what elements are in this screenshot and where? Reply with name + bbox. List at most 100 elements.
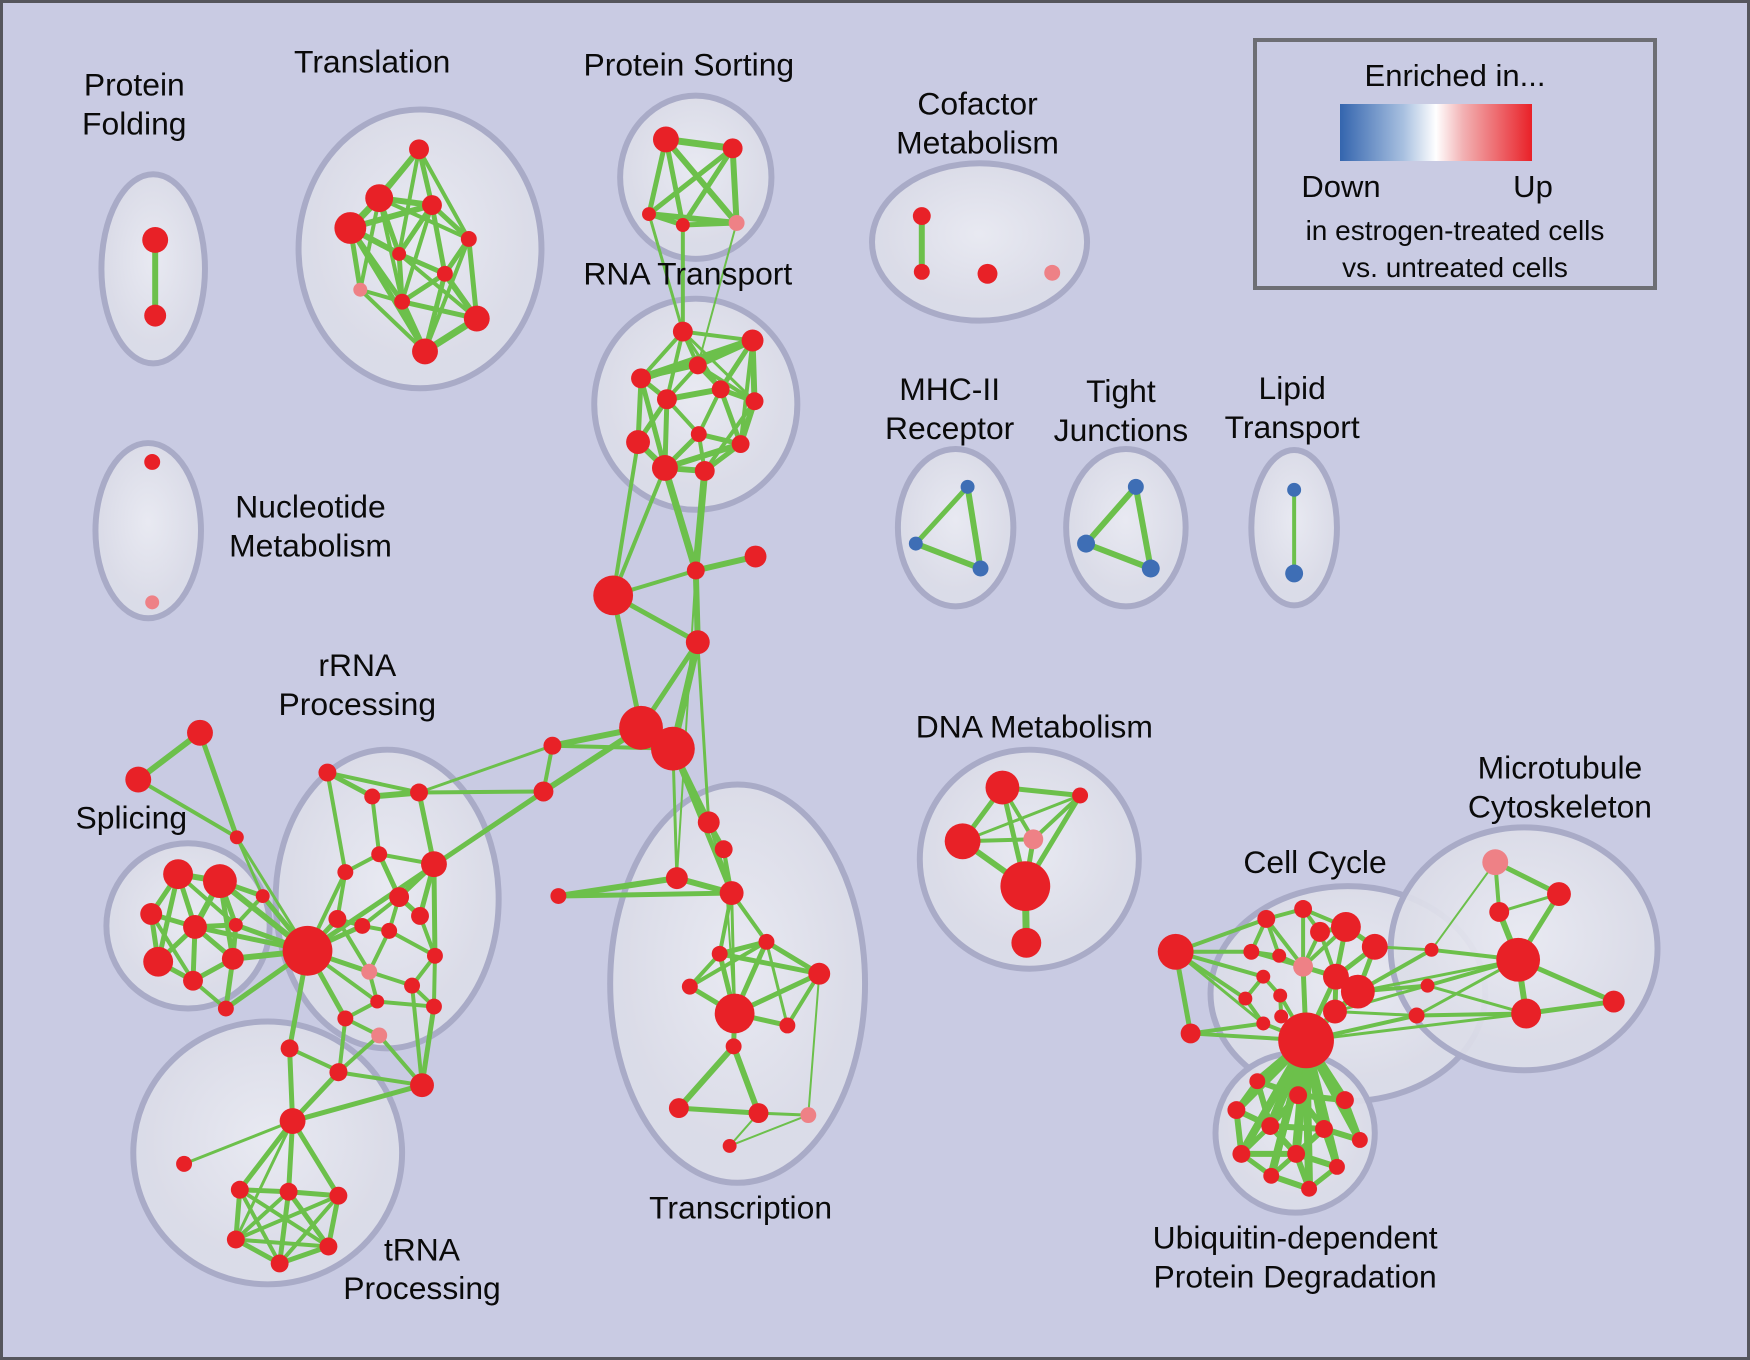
- gene-set-node-rr4: [337, 864, 354, 881]
- edge-t4-t5: [555, 890, 735, 899]
- gene-set-node-dm3: [944, 823, 981, 860]
- gene-set-node-cc1: [1157, 933, 1194, 970]
- gene-set-node-cc5: [1330, 911, 1361, 942]
- gene-set-node-nm2: [145, 595, 160, 610]
- edge-mid1-t3: [675, 569, 697, 880]
- gene-set-node-ub11: [1263, 1167, 1280, 1184]
- gene-set-node-rr1: [318, 763, 337, 782]
- edge-rt11-mid1: [661, 464, 700, 574]
- gene-set-node-t12: [725, 1038, 742, 1055]
- gene-set-node-cc4: [1294, 900, 1313, 918]
- trna-processing-label-line2: Processing: [343, 1270, 501, 1306]
- edge-rr15-rr16: [431, 953, 437, 1009]
- gene-set-node-ps2: [722, 138, 743, 159]
- edge-cc3-cc9: [1264, 916, 1306, 969]
- edge-t6-t7: [717, 939, 769, 957]
- gene-set-node-mc6: [1602, 990, 1625, 1013]
- gene-set-node-rt3: [688, 356, 707, 375]
- cofactor-metabolism-label-line1: Cofactor: [917, 86, 1038, 122]
- gene-set-node-tr3: [422, 195, 442, 216]
- gene-set-node-t3: [665, 867, 688, 890]
- edge-rt1-rt4: [639, 329, 685, 381]
- gene-set-node-t2: [714, 840, 733, 859]
- gene-set-node-spc2: [533, 781, 554, 802]
- gene-set-node-mc3: [1489, 902, 1510, 922]
- gene-set-node-rr23: [329, 1063, 348, 1082]
- gene-set-node-rr21: [280, 1039, 299, 1058]
- gene-set-node-ub2: [1289, 1086, 1308, 1105]
- edge-ps2-ps5: [729, 145, 740, 227]
- edge-mh1-mh3: [964, 483, 984, 572]
- legend-caption: in estrogen-treated cells vs. untreated …: [1257, 212, 1653, 286]
- gene-set-node-rhub: [282, 925, 333, 976]
- gene-set-node-rt6: [656, 389, 677, 410]
- gene-set-node-sp7: [143, 946, 174, 977]
- edge-rt5-rt9: [718, 386, 744, 447]
- gene-set-node-mcc2: [1420, 978, 1435, 993]
- gene-set-node-cc9: [1293, 956, 1314, 977]
- edge-t3-t5: [555, 875, 680, 900]
- gene-set-node-hub3: [650, 726, 695, 771]
- edge-ub5-ub6: [1267, 1123, 1327, 1132]
- ubiquitin-degradation-label-line1: Ubiquitin-dependent: [1153, 1219, 1438, 1255]
- edge-tr6-tr10: [397, 251, 479, 321]
- gene-set-node-rr22: [279, 1108, 306, 1134]
- gene-set-node-cc17: [1274, 1009, 1289, 1024]
- gene-set-node-cc12: [1256, 969, 1271, 984]
- edge-mid3-t1: [696, 640, 711, 824]
- cluster-cofactor-metabolism: [869, 160, 1091, 324]
- gene-set-node-t5: [550, 888, 567, 905]
- gene-set-node-sp5: [228, 917, 243, 932]
- gene-set-node-ub5: [1261, 1117, 1280, 1135]
- edge-rr9-rr12: [335, 916, 372, 974]
- gene-set-node-rr15: [426, 947, 443, 964]
- legend-up-label: Up: [1513, 169, 1553, 204]
- gene-set-node-cc6: [1310, 921, 1330, 942]
- gene-set-node-cc18: [1323, 999, 1347, 1024]
- edge-cc18-mcc2: [1333, 984, 1430, 1014]
- edge-tn4-tn5: [233, 1193, 341, 1242]
- cell-cycle-label: Cell Cycle: [1243, 844, 1386, 880]
- edge-tn3-tn7: [286, 1189, 331, 1249]
- edge-tr6-tr7: [396, 251, 448, 277]
- edge-tri2-tri3: [136, 777, 239, 840]
- gene-set-node-lt1: [1287, 482, 1302, 497]
- legend-down-label: Down: [1301, 169, 1381, 204]
- gene-set-node-tr5: [460, 230, 477, 247]
- gene-set-node-lt2: [1285, 564, 1304, 583]
- cluster-rna-transport: [591, 295, 801, 513]
- edge-ps5-rt3: [696, 222, 738, 367]
- gene-set-node-hub1: [593, 575, 634, 616]
- edge-tj1-tj2: [1083, 483, 1139, 547]
- gene-set-node-rt10: [626, 430, 650, 455]
- legend-gradient-bar: [1340, 104, 1532, 161]
- gene-set-node-cc16: [1256, 1016, 1271, 1031]
- edge-ps1-ps5: [662, 136, 740, 227]
- gene-set-node-sp8: [183, 970, 203, 991]
- gene-set-node-sp2: [202, 864, 237, 899]
- edge-ps4-ps5: [680, 220, 740, 228]
- gene-set-node-rt8: [690, 426, 707, 443]
- protein-sorting-label: Protein Sorting: [584, 47, 795, 83]
- edge-t16-t15: [728, 1114, 810, 1147]
- gene-set-node-rr12: [361, 963, 378, 980]
- edge-rt2-rt9: [738, 338, 755, 447]
- tight-junctions-label-line1: Tight: [1086, 373, 1156, 409]
- gene-set-node-cm4: [1044, 264, 1061, 281]
- gene-set-node-mcc1: [1424, 942, 1439, 957]
- gene-set-node-rr2: [364, 788, 381, 805]
- edge-rr20-rr22: [290, 1082, 425, 1124]
- edge-rt9-rt11: [661, 441, 744, 471]
- rrna-processing-label-line2: Processing: [279, 686, 437, 722]
- edge-ps2-ps4: [680, 145, 736, 228]
- gene-set-node-t8: [808, 962, 831, 985]
- edge-tr3-tr7: [429, 202, 448, 277]
- gene-set-node-cc8: [1272, 948, 1287, 963]
- edge-rt12-mid1: [692, 467, 709, 574]
- gene-set-node-tn1: [176, 1155, 193, 1172]
- edge-tj2-tj3: [1083, 540, 1154, 572]
- gene-set-node-rr10: [354, 917, 371, 934]
- edge-rr3-spc1: [417, 744, 554, 794]
- gene-set-node-t14: [748, 1103, 769, 1124]
